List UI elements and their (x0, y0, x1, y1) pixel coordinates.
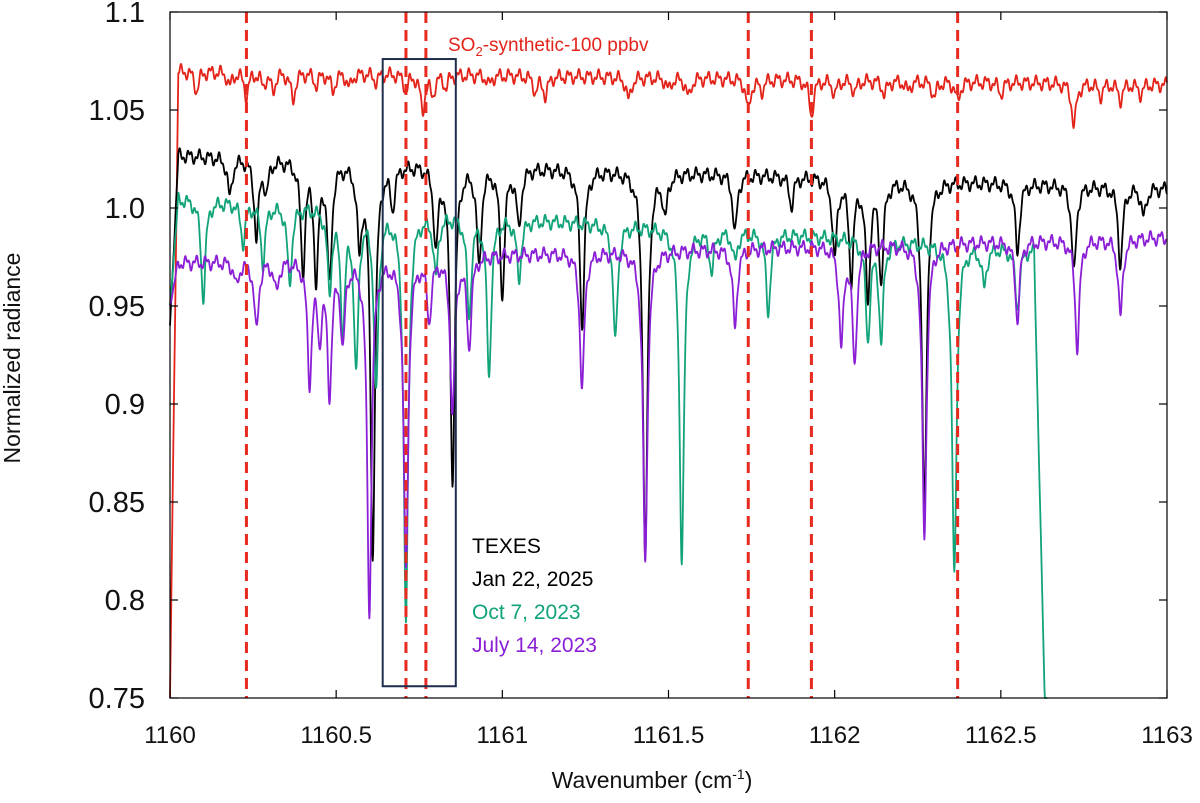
x-axis-title-main: Wavenumber (cm (552, 767, 733, 793)
x-axis-title-sup: -1 (732, 766, 745, 782)
marker-layer (244, 12, 960, 698)
x-tick-label: 1161 (477, 722, 529, 749)
series-line-0 (169, 63, 1168, 699)
y-tick-label: 0.95 (89, 291, 145, 323)
y-tick-label: 0.8 (105, 585, 145, 617)
y-tick-label: 1.1 (105, 0, 145, 29)
synthetic-label-prefix: SO (448, 35, 475, 56)
synthetic-label-suffix: -synthetic-100 ppbv (483, 35, 649, 56)
plot-frame (169, 11, 1168, 699)
y-tick-label: 0.85 (89, 487, 145, 519)
legend-entry-jul-2023: July 14, 2023 (472, 634, 597, 657)
highlight-box (381, 58, 457, 688)
legend: TEXES Jan 22, 2025 Oct 7, 2023 July 14, … (472, 535, 597, 657)
y-tick-label: 1.05 (89, 95, 145, 127)
y-tick-label: 0.9 (105, 389, 145, 421)
legend-entry-oct-2023: Oct 7, 2023 (472, 601, 581, 624)
legend-entry-jan-2025: Jan 22, 2025 (472, 568, 593, 591)
tick-layer: 1160 1160.5 1161 1161.5 1162 1162.5 1163 0.75 0.… (89, 0, 1193, 749)
series-line-1 (169, 147, 1168, 562)
y-tick-label: 1.0 (105, 193, 145, 225)
y-tick-label: 0.75 (89, 683, 145, 715)
x-axis-title-suffix: ) (745, 767, 753, 793)
x-axis-title: Wavenumber (cm-1) (552, 766, 753, 793)
x-tick-label: 1162 (809, 722, 861, 749)
x-tick-label: 1163 (1141, 722, 1193, 749)
legend-title: TEXES (472, 535, 541, 558)
series-line-3 (169, 230, 1168, 620)
x-tick-label: 1160 (144, 722, 196, 749)
series-layer (169, 63, 1168, 699)
x-tick-label: 1160.5 (300, 722, 372, 749)
synthetic-series-label: SO2-synthetic-100 ppbv (448, 35, 649, 59)
synthetic-label-sub: 2 (475, 44, 482, 59)
y-axis-title: Normalized radiance (0, 253, 25, 464)
x-tick-label: 1161.5 (633, 722, 705, 749)
x-tick-label: 1162.5 (965, 722, 1037, 749)
